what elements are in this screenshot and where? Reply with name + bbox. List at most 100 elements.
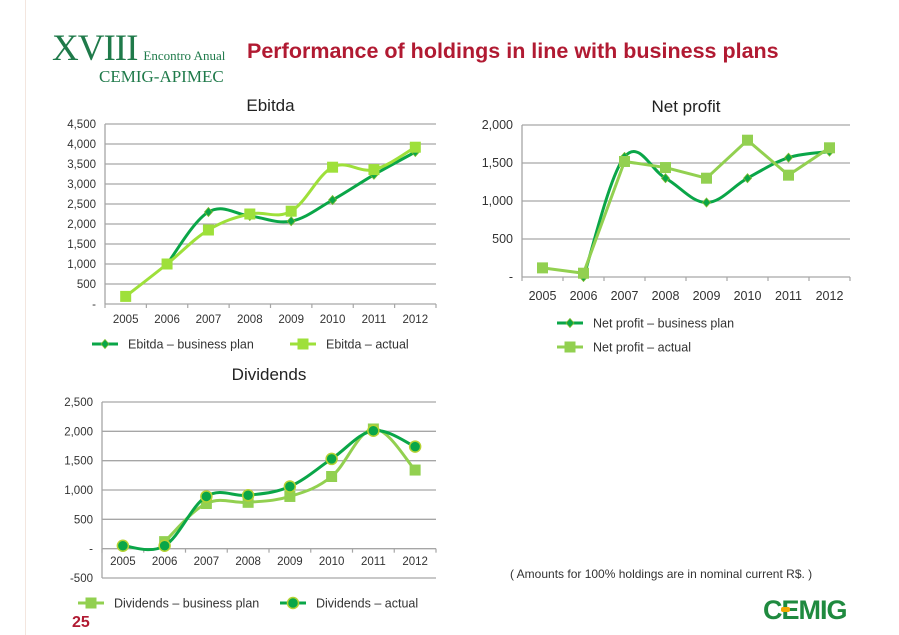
x-tick-label: 2009 [693,289,721,303]
legend-swatch-marker [85,597,97,609]
x-tick-label: 2012 [816,289,844,303]
x-tick-label: 2009 [277,556,303,568]
event-logo-subtitle: Encontro Anual [143,48,226,63]
y-tick-label: 2,500 [67,199,96,211]
x-tick-label: 2005 [529,289,557,303]
data-point [701,197,712,208]
chart-net-profit: Net profit - 500 1,000 1,500 2,000 2005 2006 200… [482,97,851,355]
data-point [200,490,213,503]
y-tick-label: 1,500 [67,239,96,251]
x-tick-label: 2010 [320,314,346,326]
x-tick-label: 2008 [237,314,263,326]
y-tick-label: 1,000 [67,259,96,271]
legend-item: Dividends – business plan [78,597,259,611]
data-point [367,424,380,437]
page-title: Performance of holdings in line with bus… [247,39,779,63]
data-point [742,134,753,146]
x-tick-label: 2011 [775,289,802,303]
y-tick-label: 4,000 [67,139,96,151]
cemig-logo-accent [781,607,790,612]
y-tick-label: 1,000 [64,485,93,497]
legend-swatch-marker [100,338,110,350]
x-tick-label: 2007 [194,556,220,568]
event-logo-roman: XVIII [52,28,138,69]
amounts-note: ( Amounts for 100% holdings are in nomin… [510,567,813,581]
data-point [660,162,671,174]
chart-ebitda: Ebitda - 500 1,000 1,500 2,000 2,500 3,000 3,500… [67,96,437,352]
x-tick-label: 2005 [113,314,139,326]
data-point [203,206,213,218]
event-logo-name: CEMIG-APIMEC [99,67,224,86]
x-tick-label: 2006 [152,556,178,568]
x-tick-label: 2008 [235,556,261,568]
data-point [158,539,171,552]
page-margin-line [25,0,26,635]
data-point [701,172,712,184]
series-dividends-actual [116,424,422,552]
series-ebitda-actual [120,141,421,302]
x-tick-label: 2011 [362,314,387,326]
y-tick-label: 500 [77,279,96,291]
x-tick-label: 2012 [402,556,428,568]
data-point [325,452,338,466]
y-tick-label: 500 [74,514,93,526]
data-point [161,258,173,270]
x-tick-label: 2010 [734,289,762,303]
y-tick-label: - [509,270,513,284]
legend-swatch-marker [565,317,575,329]
x-tick-label: 2007 [196,314,222,326]
legend-label: Ebitda – business plan [128,338,254,352]
legend-swatch-marker [564,341,576,353]
y-tick-label: 4,500 [67,119,96,131]
data-point [242,496,254,508]
data-point [327,161,339,173]
page-number: 25 [72,614,90,631]
chart-title: Ebitda [246,96,295,115]
legend-item: Net profit – business plan [557,317,734,331]
chart-dividends: Dividends-500-5001,0001,5002,0002,500200… [64,365,437,611]
legend-item: Net profit – actual [557,341,691,355]
data-point [409,464,421,476]
y-tick-label: 2,000 [482,118,513,132]
x-tick-label: 2006 [154,314,180,326]
legend-label: Net profit – business plan [593,317,734,331]
data-point [241,489,255,502]
data-point [116,539,130,552]
data-point [742,173,753,184]
data-point [284,490,296,502]
legend-label: Net profit – actual [593,341,691,355]
data-point [200,497,212,509]
event-logo: XVIII Encontro Anual CEMIG-APIMEC [52,28,226,86]
cemig-logo-text: CEMIG [763,596,847,624]
legend-swatch-marker [286,596,300,610]
data-point [202,224,214,236]
x-tick-label: 2011 [361,556,386,568]
x-tick-label: 2006 [570,289,598,303]
data-point [120,290,132,302]
x-tick-label: 2010 [319,556,345,568]
data-point [286,216,296,227]
data-point [783,169,794,181]
y-tick-label: 2,000 [67,219,96,231]
y-tick-label: -500 [70,573,93,585]
legend-item: Ebitda – actual [290,338,409,352]
y-tick-label: 1,500 [482,156,513,170]
legend-label: Ebitda – actual [326,338,409,352]
legend-item: Ebitda – business plan [92,338,254,352]
data-point [328,194,338,206]
data-point [824,142,835,154]
data-point [578,267,589,279]
data-point [409,141,421,153]
series-line [542,138,831,275]
x-tick-label: 2009 [278,314,304,326]
y-tick-label: - [89,544,93,556]
legend-item: Dividends – actual [280,597,418,611]
cemig-logo: CEMIG [763,596,848,624]
legend-label: Dividends – business plan [114,597,259,611]
x-tick-label: 2005 [110,556,136,568]
y-tick-label: 1,500 [64,456,93,468]
data-point [408,440,422,453]
data-point [368,164,380,176]
y-tick-label: 1,000 [482,194,513,208]
data-point [326,471,338,483]
